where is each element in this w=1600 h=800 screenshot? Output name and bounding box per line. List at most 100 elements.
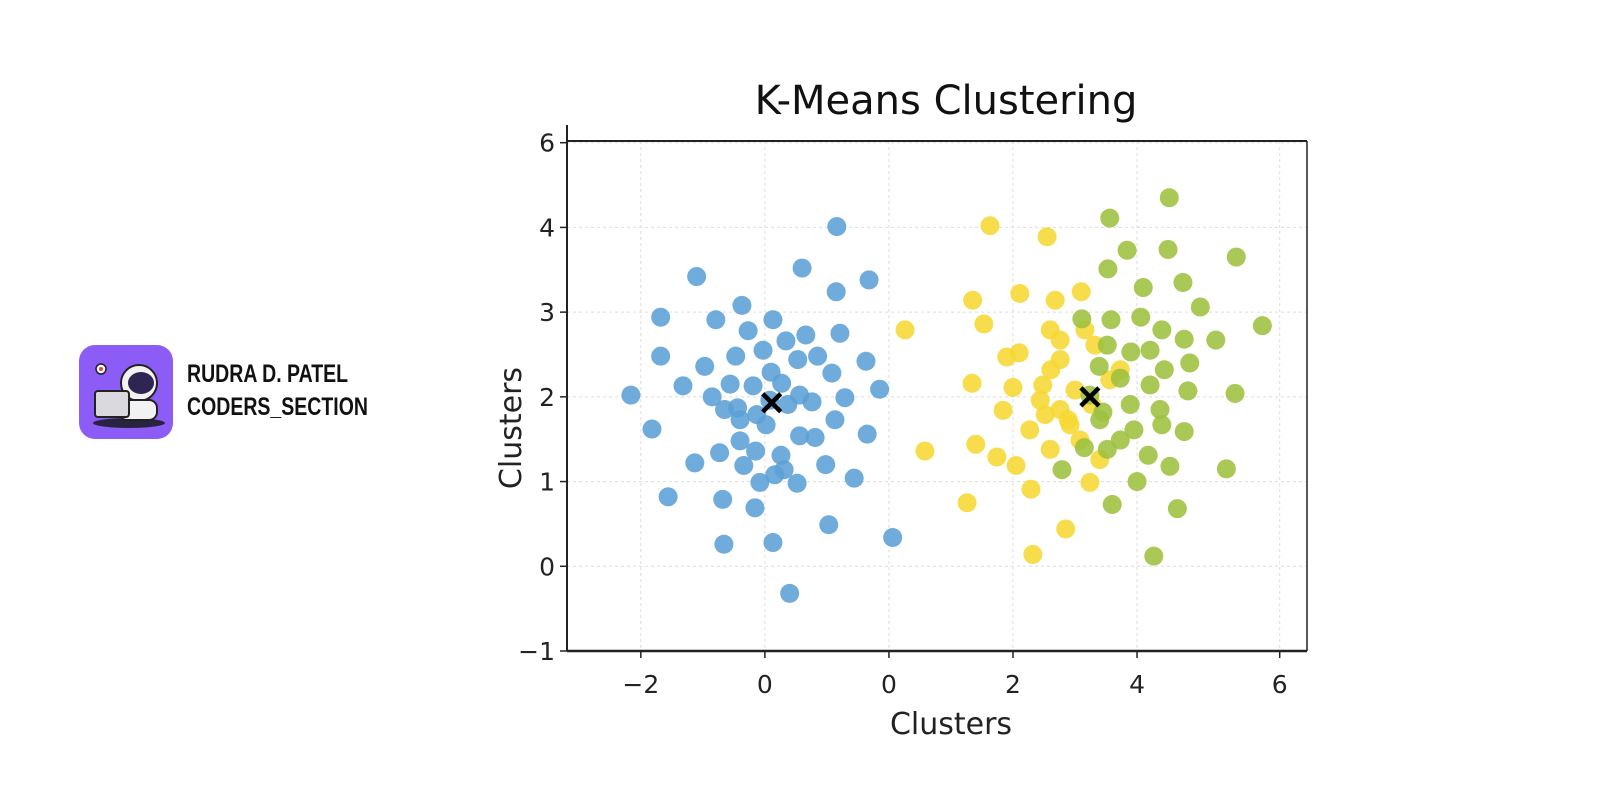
cluster-1-point <box>787 473 807 493</box>
cluster-1-point <box>856 351 876 371</box>
cluster-3-point <box>1252 316 1272 336</box>
y-axis-label: Clusters <box>494 367 529 489</box>
cluster-2-point <box>1045 290 1065 310</box>
cluster-1-point <box>822 363 842 383</box>
cluster-2-point <box>966 434 986 454</box>
cluster-1-point <box>651 346 671 366</box>
cluster-3-point <box>1090 410 1110 430</box>
cluster-1-point <box>771 445 791 465</box>
centroid-marker <box>1079 386 1101 408</box>
cluster-3-point <box>1131 307 1151 327</box>
cluster-1-point <box>715 400 735 420</box>
cluster-1-point <box>730 410 750 430</box>
cluster-3-point <box>1173 272 1193 292</box>
cluster-1-point <box>827 217 847 237</box>
cluster-1-point <box>750 472 770 492</box>
cluster-1-point <box>844 468 864 488</box>
cluster-3-point <box>1226 247 1246 267</box>
cluster-3-point <box>1052 460 1072 480</box>
y-tick-label: 2 <box>539 383 555 412</box>
cluster-2-point <box>1033 375 1053 395</box>
chart-title: K-Means Clustering <box>755 78 1138 124</box>
cluster-1-point <box>859 270 879 290</box>
cluster-2-point <box>1050 350 1070 370</box>
cluster-1-point <box>706 310 726 330</box>
cluster-2-point <box>1060 415 1080 435</box>
cluster-2-point <box>957 493 977 513</box>
cluster-2-point <box>1071 282 1091 302</box>
cluster-2-point <box>1040 439 1060 459</box>
cluster-1-point <box>763 533 783 553</box>
cluster-2-point <box>1037 227 1057 247</box>
centroid-marker <box>761 392 783 414</box>
cluster-2-point <box>1080 472 1100 492</box>
y-tick-label: −1 <box>518 637 555 666</box>
cluster-2-point <box>1050 330 1070 350</box>
cluster-3-point <box>1150 400 1170 420</box>
cluster-3-point <box>1190 297 1210 317</box>
x-tick-label: 2 <box>1005 670 1021 699</box>
cluster-1-point <box>870 379 890 399</box>
cluster-2-point <box>1003 378 1023 398</box>
cluster-2-point <box>1023 544 1043 564</box>
cluster-3-point <box>1072 309 1092 329</box>
cluster-3-point <box>1098 259 1118 279</box>
cluster-2-point <box>1030 390 1050 410</box>
cluster-1-point <box>713 489 733 509</box>
cluster-2-point <box>895 320 915 340</box>
cluster-2-point <box>987 447 1007 467</box>
cluster-1-point <box>835 388 855 408</box>
cluster-3-point <box>1089 356 1109 376</box>
cluster-2-point <box>1010 283 1030 303</box>
y-tick-label: 0 <box>539 552 555 581</box>
cluster-1-point <box>826 282 846 302</box>
cluster-1-point <box>746 441 766 461</box>
cluster-3-point <box>1174 329 1194 349</box>
cluster-3-point <box>1140 375 1160 395</box>
brand-channel: CODERS_SECTION <box>187 393 368 421</box>
cluster-2-point <box>1056 519 1076 539</box>
brand-text: RUDRA D. PATEL CODERS_SECTION <box>187 358 368 424</box>
cluster-2-point <box>1065 380 1085 400</box>
cluster-1-point <box>658 487 678 507</box>
cluster-3-point <box>1154 360 1174 380</box>
x-axis-label: Clusters <box>890 707 1012 742</box>
cluster-1-point <box>857 424 877 444</box>
cluster-1-point <box>763 310 783 330</box>
cluster-1-point <box>808 346 828 366</box>
cluster-1-point <box>753 340 773 360</box>
cluster-1-point <box>651 307 671 327</box>
cluster-3-point <box>1174 422 1194 442</box>
cluster-1-point <box>673 376 693 396</box>
axes: −2 0 0 2 4 6 −1 0 1 2 3 4 6 <box>518 125 1308 699</box>
cluster-3-point <box>1158 239 1178 259</box>
cluster-3-point <box>1144 546 1164 566</box>
centroid-stroke <box>761 392 783 414</box>
cluster-1-point <box>792 258 812 278</box>
cluster-1-point <box>774 460 794 480</box>
cluster-1-point <box>805 428 825 448</box>
cluster-1-point <box>714 534 734 554</box>
cluster-3-point <box>1159 188 1179 208</box>
y-tick-label: 4 <box>539 213 555 242</box>
cluster-2-point <box>915 441 935 461</box>
cluster-3-point <box>1140 340 1160 360</box>
cluster-3-point <box>1110 430 1130 450</box>
cluster-2-point <box>962 373 982 393</box>
cluster-2-point <box>963 290 983 310</box>
cluster-3-point <box>1152 415 1172 435</box>
cluster-1-point <box>745 498 765 518</box>
astronaut-at-computer-icon <box>93 363 165 428</box>
cluster-3-point <box>1110 368 1130 388</box>
cluster-3-point <box>1152 320 1172 340</box>
centroid-stroke <box>1079 386 1101 408</box>
cluster-3-point <box>1074 438 1094 458</box>
cluster-1-point <box>687 267 707 287</box>
cluster-1-point <box>743 376 763 396</box>
y-tick-label: 3 <box>539 298 555 327</box>
cluster-3-point <box>1160 456 1180 476</box>
centroids <box>761 386 1101 414</box>
y-tick-label: 6 <box>539 129 555 158</box>
logo <box>79 345 173 439</box>
